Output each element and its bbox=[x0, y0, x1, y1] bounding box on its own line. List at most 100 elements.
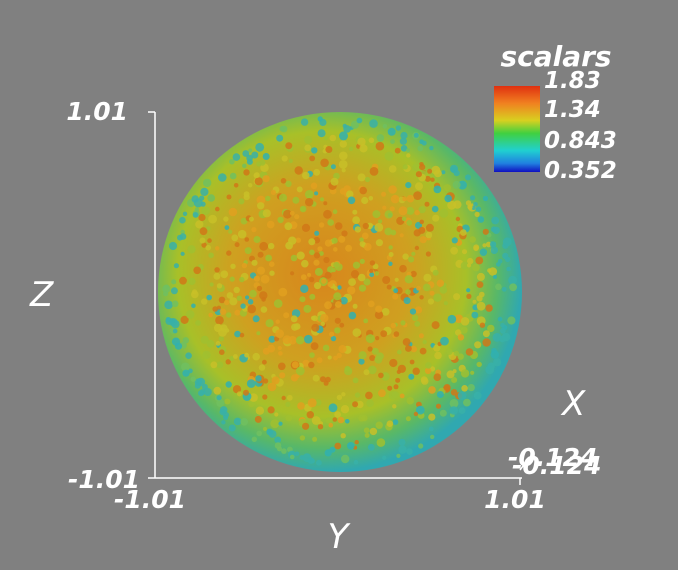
glyph bbox=[162, 284, 171, 293]
glyph bbox=[242, 163, 247, 168]
glyph bbox=[493, 274, 497, 279]
glyph bbox=[375, 239, 383, 247]
glyph bbox=[450, 246, 458, 255]
glyph bbox=[482, 338, 491, 347]
glyph bbox=[285, 142, 293, 150]
glyph bbox=[384, 227, 393, 236]
glyph bbox=[443, 384, 451, 392]
glyph bbox=[414, 306, 423, 314]
glyph bbox=[473, 202, 478, 207]
glyph bbox=[237, 229, 247, 239]
glyph bbox=[300, 274, 307, 281]
glyph bbox=[305, 198, 314, 207]
glyph bbox=[256, 331, 261, 336]
glyph bbox=[414, 209, 420, 216]
glyph bbox=[482, 330, 490, 338]
glyph bbox=[334, 442, 342, 450]
glyph bbox=[302, 422, 310, 430]
glyph bbox=[165, 317, 171, 322]
glyph bbox=[376, 134, 385, 142]
glyph bbox=[195, 320, 201, 326]
glyph bbox=[228, 424, 236, 432]
glyph bbox=[352, 303, 358, 309]
glyph bbox=[191, 303, 196, 309]
glyph bbox=[378, 372, 384, 379]
glyph bbox=[333, 355, 338, 361]
y-tick-label: -1.01 bbox=[114, 485, 186, 514]
glyph bbox=[386, 420, 394, 428]
glyph bbox=[413, 191, 422, 201]
glyph bbox=[231, 234, 239, 242]
glyph bbox=[476, 272, 485, 281]
glyph bbox=[195, 220, 204, 229]
glyph bbox=[482, 243, 487, 248]
glyph bbox=[339, 151, 348, 161]
glyph bbox=[348, 311, 357, 320]
glyph bbox=[199, 237, 206, 244]
glyph bbox=[334, 222, 343, 230]
glyph bbox=[452, 180, 461, 189]
glyph bbox=[317, 129, 326, 138]
glyph bbox=[251, 436, 257, 442]
glyph bbox=[316, 459, 322, 466]
glyph bbox=[219, 406, 228, 414]
glyph bbox=[443, 301, 448, 306]
glyph bbox=[324, 239, 332, 247]
glyph bbox=[395, 125, 402, 131]
glyph bbox=[206, 294, 212, 301]
glyph bbox=[414, 245, 420, 251]
glyph bbox=[223, 216, 229, 222]
glyph bbox=[354, 392, 361, 398]
glyph bbox=[492, 226, 500, 234]
glyph bbox=[299, 435, 306, 441]
glyph bbox=[485, 304, 493, 312]
glyph bbox=[405, 148, 411, 153]
glyph bbox=[427, 298, 434, 305]
glyph bbox=[372, 210, 381, 219]
glyph bbox=[446, 348, 453, 356]
glyph bbox=[274, 436, 282, 444]
glyph bbox=[393, 288, 399, 294]
glyph bbox=[336, 352, 342, 359]
glyph bbox=[320, 321, 325, 326]
glyph bbox=[444, 194, 453, 203]
glyph bbox=[424, 201, 430, 207]
glyph bbox=[228, 207, 238, 217]
glyph bbox=[265, 319, 274, 328]
glyph bbox=[356, 400, 364, 409]
glyph bbox=[216, 361, 224, 369]
glyph bbox=[340, 433, 346, 439]
glyph bbox=[500, 327, 506, 334]
glyph bbox=[193, 266, 201, 275]
glyph bbox=[472, 263, 480, 272]
glyph bbox=[185, 352, 192, 360]
glyph bbox=[406, 153, 411, 158]
glyph bbox=[339, 131, 348, 141]
glyph bbox=[400, 320, 406, 326]
glyph bbox=[309, 293, 316, 300]
glyph bbox=[236, 391, 242, 397]
glyph bbox=[255, 142, 265, 152]
glyph bbox=[223, 415, 229, 421]
glyph bbox=[295, 336, 305, 345]
glyph bbox=[243, 169, 250, 176]
glyph bbox=[369, 427, 378, 436]
glyph bbox=[276, 134, 284, 142]
glyph bbox=[402, 253, 409, 260]
glyph bbox=[467, 204, 473, 210]
glyph bbox=[248, 216, 254, 222]
glyph bbox=[386, 284, 392, 290]
glyph bbox=[358, 284, 367, 292]
y-tick-label: 1.01 bbox=[484, 485, 546, 514]
glyph bbox=[248, 400, 255, 408]
glyph bbox=[215, 316, 224, 325]
glyph bbox=[406, 396, 415, 405]
glyph bbox=[300, 284, 309, 293]
glyph bbox=[233, 354, 238, 359]
glyph bbox=[330, 177, 339, 186]
glyph bbox=[249, 289, 257, 298]
glyph bbox=[479, 322, 486, 328]
glyph bbox=[387, 127, 396, 136]
glyph bbox=[477, 216, 485, 223]
glyph bbox=[300, 118, 309, 126]
